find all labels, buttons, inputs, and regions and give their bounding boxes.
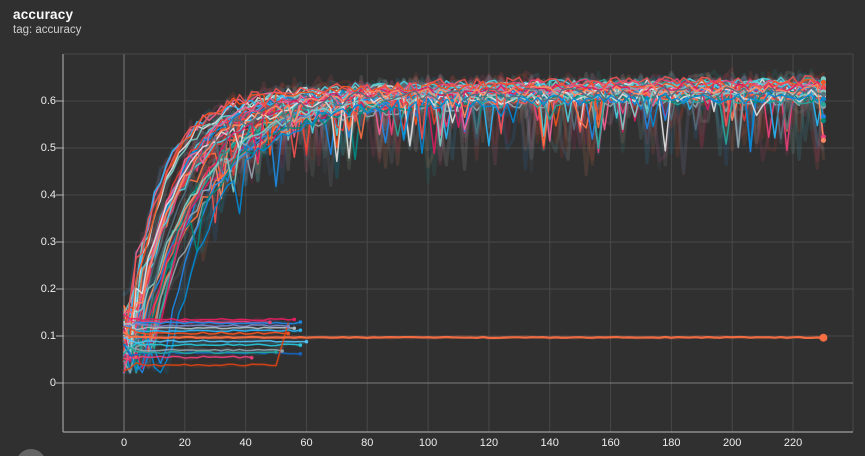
- y-tick-label: 0.4: [40, 189, 56, 201]
- x-tick-label: 120: [479, 437, 499, 449]
- y-tick-label: 0.6: [40, 95, 56, 107]
- x-tick-label: 140: [540, 437, 559, 449]
- x-tick-label: 60: [300, 437, 313, 449]
- x-tick-label: 40: [239, 437, 252, 449]
- x-tick-label: 200: [723, 437, 742, 449]
- y-tick-label: 0.5: [40, 142, 56, 154]
- y-tick-label: 0.3: [40, 236, 56, 248]
- x-tick-label: 180: [662, 437, 681, 449]
- x-tick-label: 80: [361, 437, 374, 449]
- x-tick-label: 100: [418, 437, 438, 449]
- x-tick-label: 160: [601, 437, 620, 449]
- y-tick-label: 0: [49, 377, 56, 389]
- chart-tag: tag: accuracy: [13, 24, 82, 36]
- chart-title: accuracy: [13, 7, 74, 22]
- y-tick-label: 0.1: [40, 330, 56, 342]
- x-tick-label: 220: [783, 437, 803, 449]
- x-tick-label: 0: [120, 437, 128, 449]
- settings-fab-partial[interactable]: [16, 449, 46, 456]
- x-tick-label: 20: [178, 437, 191, 449]
- y-tick-label: 0.2: [40, 283, 56, 295]
